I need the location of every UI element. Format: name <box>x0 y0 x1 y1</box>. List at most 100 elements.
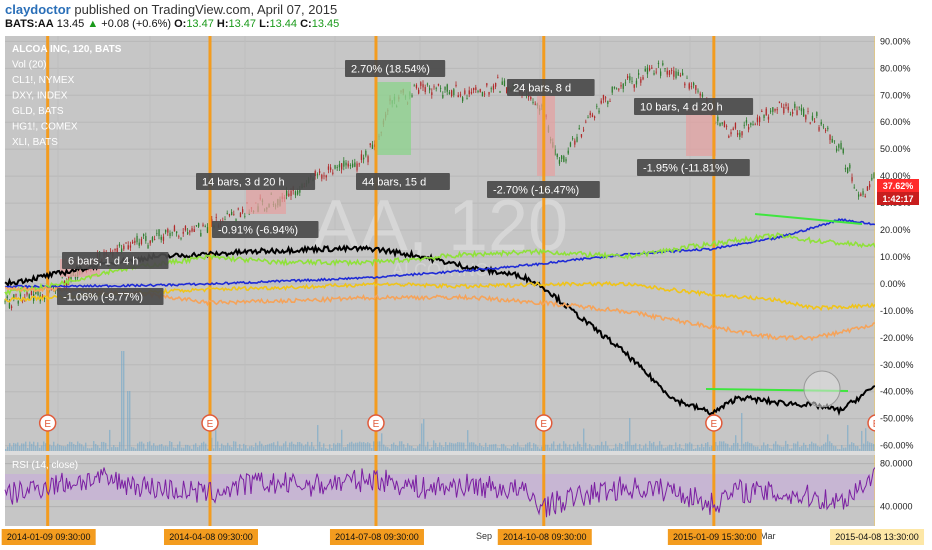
candle-body <box>455 84 457 87</box>
volume-bar <box>413 448 415 451</box>
volume-bar <box>211 437 213 451</box>
volume-bar <box>101 441 103 451</box>
price-tag-pct: 37.62% <box>877 179 919 192</box>
volume-bar <box>533 443 535 451</box>
volume-bar <box>679 443 681 451</box>
candle-body <box>783 107 785 113</box>
volume-bar <box>65 446 67 451</box>
volume-bar <box>363 442 365 451</box>
volume-bar <box>437 447 439 451</box>
earnings-icon[interactable] <box>367 414 385 432</box>
candle-body <box>591 114 594 118</box>
volume-bar <box>135 448 137 451</box>
volume-bar <box>619 442 621 451</box>
callout-text: 14 bars, 3 d 20 h <box>202 177 285 189</box>
candle-body <box>358 163 360 165</box>
highlight-circle[interactable] <box>803 370 841 408</box>
volume-bar <box>749 442 751 451</box>
volume-bar <box>95 443 97 451</box>
candle-body <box>4 301 6 303</box>
volume-bar <box>279 446 281 451</box>
volume-bar <box>813 443 815 451</box>
volume-bar <box>105 442 107 451</box>
volume-bar <box>299 442 301 451</box>
volume-bar <box>469 442 471 451</box>
volume-bar <box>789 448 791 451</box>
candle-body <box>602 94 605 100</box>
volume-bar <box>561 448 563 451</box>
candle-body <box>820 122 822 125</box>
earnings-icon[interactable] <box>535 414 553 432</box>
candle-body <box>792 112 794 114</box>
candle-body <box>156 233 158 235</box>
candle-body <box>761 110 763 113</box>
volume-bar <box>453 443 455 451</box>
volume-bar <box>815 443 817 451</box>
volume-bar <box>461 442 463 451</box>
candle-body <box>807 111 809 112</box>
volume-bar <box>471 442 473 451</box>
volume-bar <box>329 444 331 451</box>
volume-bar <box>587 448 589 451</box>
candle-body <box>132 241 134 244</box>
earnings-icon[interactable] <box>705 414 723 432</box>
candle-body <box>435 87 437 89</box>
trendline-upper[interactable] <box>754 213 863 225</box>
volume-bar <box>665 447 667 451</box>
candle-body <box>294 191 297 196</box>
volume-bar <box>607 445 609 451</box>
volume-bar <box>831 443 833 451</box>
volume-bar <box>583 428 585 451</box>
candle-body <box>851 177 853 182</box>
legend-entry: Vol (20) <box>12 60 46 71</box>
volume-bar <box>511 445 513 451</box>
candle-body <box>618 88 620 90</box>
candle-body <box>651 67 653 69</box>
volume-bar <box>727 443 729 451</box>
pane-separator[interactable] <box>5 451 875 455</box>
volume-bar <box>535 444 537 451</box>
rsi-axis[interactable] <box>875 455 932 526</box>
candle-body <box>453 89 455 96</box>
candle-body <box>418 89 420 94</box>
time-axis-date-text: 2015-01-09 15:30:00 <box>673 532 757 542</box>
volume-bar <box>835 446 837 451</box>
candle-body <box>781 106 783 108</box>
volume-bar <box>215 430 217 451</box>
volume-bar <box>155 445 157 451</box>
author-link[interactable]: claydoctor <box>5 2 71 17</box>
volume-bar <box>651 443 653 451</box>
volume-bar <box>573 443 575 451</box>
volume-bar <box>641 448 643 451</box>
volume-bar <box>303 445 305 451</box>
volume-bar <box>493 444 495 451</box>
volume-bar <box>393 442 395 451</box>
volume-bar <box>381 433 383 451</box>
volume-bar <box>783 446 785 451</box>
close-value: 13.45 <box>311 18 340 30</box>
candle-body <box>70 275 72 280</box>
volume-bar <box>577 441 579 451</box>
earnings-icon[interactable] <box>38 414 57 432</box>
candle-body <box>6 296 8 299</box>
volume-bar <box>787 444 789 451</box>
candle-body <box>635 80 638 85</box>
earnings-icon[interactable] <box>201 414 219 432</box>
callout-box <box>487 181 600 198</box>
volume-bar <box>203 441 205 451</box>
volume-bar <box>777 444 779 451</box>
price-axis[interactable] <box>875 36 932 451</box>
candle-body <box>838 144 840 148</box>
candle-body <box>158 229 160 237</box>
candle-body <box>61 276 63 278</box>
earnings-marker-label: E <box>44 419 51 430</box>
open-label: O: <box>174 18 187 30</box>
volume-bar <box>425 446 427 451</box>
candle-body <box>858 194 860 197</box>
volume-bar <box>485 442 487 451</box>
volume-bar <box>125 448 127 451</box>
time-axis-date-tag <box>1 529 96 545</box>
candle-body <box>415 84 418 88</box>
volume-bar <box>11 446 13 451</box>
